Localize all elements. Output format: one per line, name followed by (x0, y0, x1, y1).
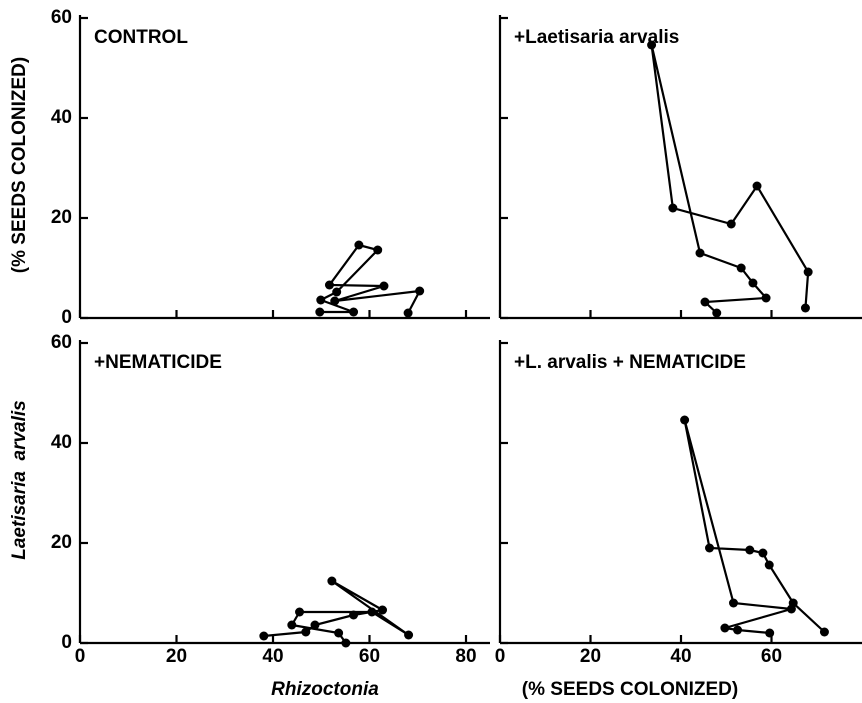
data-point (700, 297, 710, 307)
data-point (800, 303, 810, 313)
data-point (301, 627, 311, 637)
data-point (748, 278, 758, 288)
data-point (404, 630, 414, 640)
y-tick-label: 40 (51, 432, 72, 453)
data-point (752, 181, 762, 191)
data-point (287, 620, 297, 630)
panel-title: +NEMATICIDE (94, 352, 222, 373)
panel-title: CONTROL (94, 27, 188, 48)
data-point (720, 623, 730, 633)
data-point (764, 560, 774, 570)
data-point (349, 610, 359, 620)
x-tick-label: 20 (580, 646, 601, 667)
y-tick-label: 60 (51, 332, 72, 353)
data-point (403, 308, 413, 318)
data-point (332, 287, 342, 297)
data-point (330, 296, 340, 306)
y-tick-label: 0 (61, 632, 72, 653)
data-point (647, 40, 657, 50)
data-point (668, 203, 678, 213)
x-axis-label: Rhizoctonia (271, 679, 379, 700)
data-point (316, 295, 326, 305)
y-tick-label: 40 (51, 107, 72, 128)
data-point (349, 307, 359, 317)
y-axis-label: Laetisaria arvalis (9, 400, 30, 560)
data-point (761, 293, 771, 303)
data-point (803, 267, 813, 277)
y-axis-label: (% SEEDS COLONIZED) (9, 57, 30, 273)
data-point (728, 598, 738, 608)
panel-title: +Laetisaria arvalis (514, 27, 679, 48)
x-tick-label: 60 (761, 646, 782, 667)
x-tick-label: 80 (455, 646, 476, 667)
y-tick-label: 0 (61, 307, 72, 328)
data-point (736, 263, 746, 273)
data-point (733, 625, 743, 635)
y-tick-label: 20 (51, 207, 72, 228)
data-point (378, 605, 388, 615)
x-tick-label: 40 (670, 646, 691, 667)
x-tick-label: 40 (262, 646, 283, 667)
data-point (819, 627, 829, 637)
data-point (334, 628, 344, 638)
data-point (705, 543, 715, 553)
data-point (415, 286, 425, 296)
data-point (765, 628, 775, 638)
data-point (680, 415, 690, 425)
data-point (354, 240, 364, 250)
x-tick-label: 0 (495, 646, 506, 667)
data-point (726, 219, 736, 229)
data-point (324, 280, 334, 290)
data-point (695, 248, 705, 258)
y-tick-label: 60 (51, 7, 72, 28)
y-tick-label: 20 (51, 532, 72, 553)
data-point (788, 598, 798, 608)
data-point (379, 281, 389, 291)
data-point (315, 307, 325, 317)
data-point (758, 548, 768, 558)
data-point (259, 631, 269, 641)
data-point (745, 545, 755, 555)
data-line (683, 419, 826, 635)
data-point (373, 245, 383, 255)
panel-title: +L. arvalis + NEMATICIDE (514, 352, 746, 373)
data-point (310, 620, 320, 630)
data-line (650, 44, 810, 314)
data-point (327, 576, 337, 586)
data-point (712, 308, 722, 318)
x-axis-label: (% SEEDS COLONIZED) (522, 679, 738, 700)
x-tick-label: 60 (359, 646, 380, 667)
x-tick-label: 20 (166, 646, 187, 667)
data-point (367, 607, 377, 617)
data-point (295, 607, 305, 617)
x-tick-label: 0 (75, 646, 86, 667)
data-point (341, 638, 351, 648)
